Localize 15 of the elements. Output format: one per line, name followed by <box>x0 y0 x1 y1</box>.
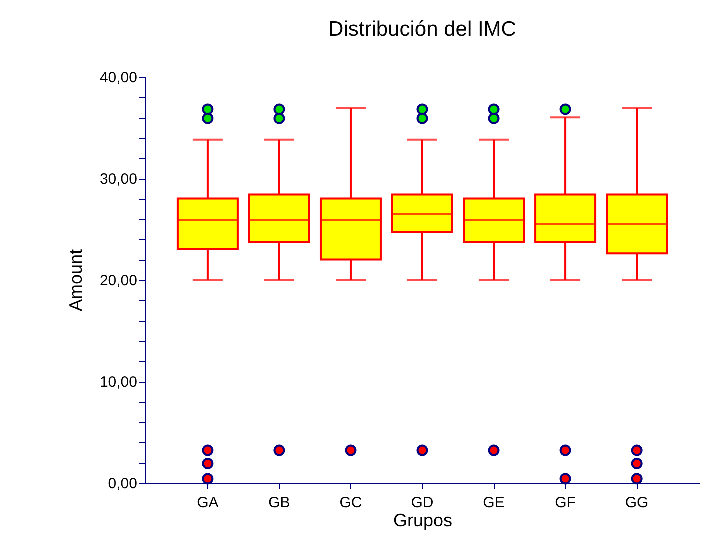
x-tick-label: GG <box>625 494 649 512</box>
x-tick-label: GB <box>268 494 290 512</box>
x-tick-label: GE <box>483 494 505 512</box>
x-tick-label: GC <box>340 494 362 512</box>
chart-title: Distribución del IMC <box>328 18 516 41</box>
y-tick-label: 40,00 <box>100 70 138 86</box>
y-tick-label: 30,00 <box>100 171 138 188</box>
x-tick-label: GD <box>411 494 434 512</box>
x-axis-title: Grupos <box>393 510 453 530</box>
y-axis-title: Amount <box>66 249 86 312</box>
x-tick-label: GA <box>197 494 219 512</box>
y-tick-label: 20,00 <box>100 272 138 290</box>
y-tick-label: 10,00 <box>100 374 138 391</box>
y-tick-label: 0,00 <box>108 476 138 492</box>
x-tick-label: GF <box>555 494 576 512</box>
